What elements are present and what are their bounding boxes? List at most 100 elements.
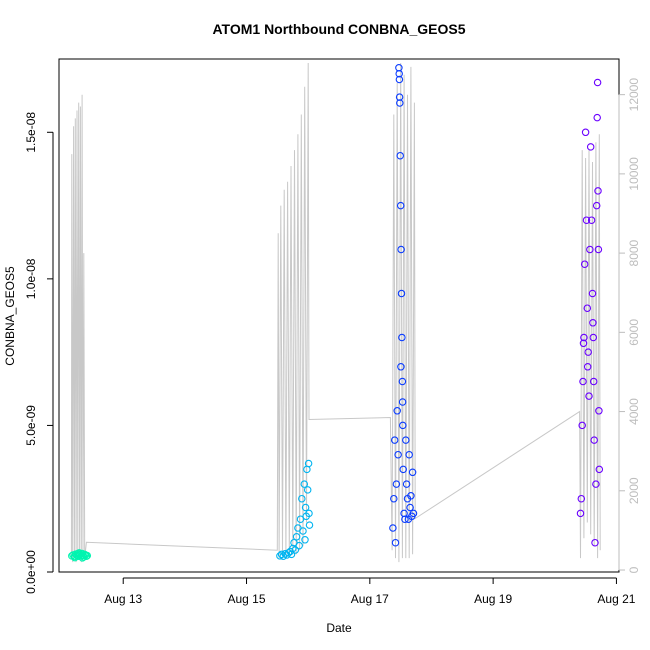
data-point — [593, 78, 602, 87]
y2-tick-label: 8000 — [627, 239, 641, 266]
series-2 — [276, 459, 314, 560]
series-1 — [68, 549, 92, 562]
data-point — [580, 260, 589, 268]
data-point — [398, 398, 407, 406]
data-point — [75, 549, 83, 557]
data-point — [295, 541, 303, 550]
data-point — [409, 509, 418, 518]
data-point — [583, 363, 592, 371]
x-tick-label: Aug 17 — [351, 592, 389, 606]
data-point — [292, 533, 301, 541]
x-tick-label: Aug 15 — [227, 592, 265, 606]
data-point — [591, 538, 599, 547]
y2-tick-label: 0 — [627, 566, 641, 573]
y2-tick-label: 4000 — [627, 398, 641, 425]
data-point — [408, 468, 417, 477]
data-point — [589, 319, 597, 327]
data-point — [579, 377, 587, 386]
data-point — [298, 494, 306, 503]
data-point — [581, 128, 590, 137]
data-point — [390, 436, 399, 444]
data-point — [299, 527, 307, 535]
data-point — [592, 480, 600, 488]
x-axis: Aug 13 Aug 15 Aug 17 Aug 19 Aug 21 — [104, 577, 636, 606]
data-point — [396, 151, 404, 160]
data-point — [577, 494, 586, 503]
data-point — [394, 450, 402, 459]
data-point — [589, 377, 598, 386]
data-point — [398, 333, 406, 342]
chart-title: ATOM1 Northbound CONBNA_GEOS5 — [212, 21, 465, 37]
data-point — [296, 515, 305, 523]
data-point — [395, 69, 403, 78]
data-point — [402, 436, 410, 444]
data-point — [301, 503, 310, 512]
data-point — [399, 421, 407, 430]
data-point — [595, 465, 604, 474]
series-3 — [389, 64, 418, 547]
data-point — [390, 494, 398, 503]
data-point — [584, 348, 592, 356]
y2-tick-label: 10000 — [627, 157, 641, 191]
data-point — [300, 480, 309, 488]
y-tick-label: 5.0e-09 — [24, 405, 38, 446]
data-point — [594, 245, 603, 254]
x-axis-label: Date — [326, 621, 352, 635]
data-point — [78, 554, 87, 562]
y2-tick-label: 6000 — [627, 319, 641, 346]
data-point — [392, 480, 401, 488]
data-point — [578, 421, 586, 430]
scatter-points-layer — [68, 64, 604, 562]
data-point — [593, 113, 601, 122]
data-point — [393, 407, 401, 415]
data-point — [389, 524, 397, 532]
data-point — [397, 245, 405, 254]
data-point — [583, 304, 592, 312]
data-point — [406, 503, 414, 512]
data-point — [582, 216, 591, 224]
data-point — [401, 515, 409, 523]
data-point — [391, 538, 400, 547]
data-point — [585, 392, 593, 400]
data-point — [71, 553, 79, 562]
data-point — [397, 289, 406, 298]
data-point — [301, 536, 309, 544]
y-tick-label: 0.0e+00 — [24, 550, 38, 594]
altitude-line-layer — [70, 62, 601, 563]
data-point — [399, 465, 407, 474]
y2-axis-altitude: 0 2000 4000 6000 8000 10000 12000 — [618, 78, 641, 573]
y2-tick-label: 2000 — [627, 477, 641, 504]
data-point — [579, 339, 588, 348]
x-tick-label: Aug 19 — [474, 592, 512, 606]
data-point — [395, 93, 404, 101]
data-point — [405, 450, 413, 459]
data-point — [576, 509, 585, 518]
plot-frame — [58, 58, 620, 573]
y-tick-label: 1.5e-08 — [24, 112, 38, 153]
y-axis: 0.0e+00 5.0e-09 1.0e-08 1.5e-08 — [24, 112, 54, 594]
x-tick-label: Aug 13 — [104, 592, 142, 606]
altitude-series-line — [70, 62, 601, 563]
data-point — [305, 521, 314, 529]
data-point — [277, 550, 286, 559]
data-point — [407, 492, 415, 500]
data-point — [587, 216, 596, 224]
data-point — [302, 512, 310, 521]
data-point — [594, 187, 602, 195]
data-point — [396, 201, 405, 210]
data-point — [580, 333, 588, 342]
data-point — [303, 486, 312, 494]
series-4 — [576, 78, 604, 547]
y2-tick-label: 12000 — [627, 78, 641, 112]
data-point — [586, 143, 595, 151]
data-point — [592, 201, 601, 210]
data-point — [586, 245, 594, 254]
data-point — [588, 289, 597, 298]
data-point — [398, 377, 407, 386]
data-point — [402, 480, 411, 488]
data-point — [590, 436, 598, 444]
data-point — [395, 75, 404, 84]
data-point — [595, 407, 603, 415]
y-tick-label: 1.0e-08 — [24, 258, 38, 299]
data-point — [589, 333, 598, 342]
